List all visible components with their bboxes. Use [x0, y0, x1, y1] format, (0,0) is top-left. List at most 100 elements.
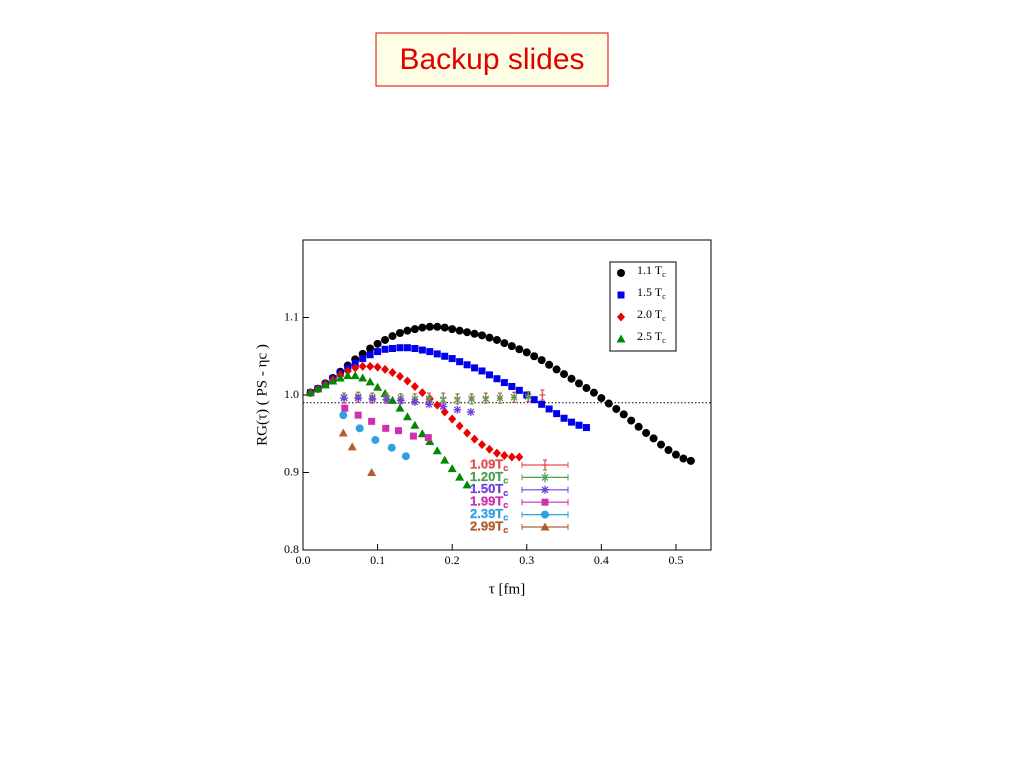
data-point: [560, 370, 569, 379]
data-point: [424, 434, 432, 442]
data-point: [402, 412, 412, 421]
data-point: [492, 335, 501, 344]
data-point: [381, 364, 390, 374]
data-point: [530, 352, 539, 361]
data-point: [328, 376, 338, 385]
data-point: [347, 442, 357, 451]
data-point: [575, 421, 583, 429]
data-point: [358, 373, 368, 382]
data-point: [441, 352, 449, 360]
legend-marker: [617, 312, 625, 322]
data-point: [359, 355, 367, 363]
data-point: [515, 345, 524, 354]
data-point: [582, 384, 591, 393]
data-point: [470, 329, 479, 338]
data-point: [485, 371, 493, 379]
data-point: [560, 414, 568, 422]
y-tick-label: 0.9: [284, 464, 299, 478]
data-point: [485, 444, 494, 454]
data-point: [582, 424, 590, 432]
data-point: [456, 358, 464, 366]
data-point: [354, 394, 363, 403]
y-tick-label: 1.1: [284, 309, 299, 323]
data-point: [545, 405, 553, 413]
legend-marker: [541, 498, 549, 506]
data-point: [366, 344, 375, 353]
data-point: [343, 366, 352, 376]
data-point: [425, 322, 434, 331]
data-point: [496, 393, 504, 404]
data-point: [657, 440, 666, 449]
data-point: [395, 403, 405, 412]
data-point: [686, 456, 695, 465]
data-point: [417, 429, 427, 438]
legend-marker: [542, 459, 548, 471]
data-point: [510, 392, 518, 403]
legend-marker: [541, 485, 549, 494]
data-point: [418, 323, 427, 332]
legend-marker: [541, 472, 549, 483]
data-point: [433, 350, 441, 358]
legend-errorbar: [521, 462, 569, 468]
data-point: [425, 400, 434, 409]
legend-errorbar: [521, 511, 569, 518]
data-point: [411, 345, 419, 352]
legend-marker: [617, 291, 625, 299]
legend-marker: [617, 269, 625, 277]
y-tick-label: 1.0: [284, 387, 299, 401]
x-axis-label: τ [fm]: [489, 581, 525, 597]
data-point: [403, 344, 411, 352]
data-point: [500, 339, 509, 348]
data-point: [373, 339, 382, 348]
data-point: [515, 452, 524, 462]
legend-label: 2.99Tc: [470, 518, 508, 535]
legend-marker: [541, 510, 549, 519]
data-point: [440, 455, 450, 464]
data-point: [604, 399, 613, 408]
x-tick-label: 0.2: [445, 553, 460, 567]
data-point: [466, 408, 475, 417]
data-point: [382, 395, 391, 404]
data-point: [589, 388, 598, 397]
y-axis-label: RG(τ) ( PS - ηc ): [254, 344, 270, 446]
data-point: [462, 480, 472, 489]
legend-errorbar: [521, 524, 569, 530]
data-point: [396, 344, 404, 352]
data-point: [500, 379, 508, 387]
data-point: [470, 434, 479, 444]
data-point: [374, 348, 382, 356]
legend-label: 2.0 Tc: [637, 307, 666, 323]
data-point: [524, 391, 532, 402]
legend-errorbar: [521, 486, 569, 493]
legend-errorbar: [521, 499, 569, 506]
title-box: [375, 32, 609, 87]
data-point: [568, 418, 576, 426]
legend-marker: [616, 334, 626, 343]
legend-label: 1.5 Tc: [637, 285, 666, 301]
data-point: [395, 329, 404, 337]
slide-title: Backup slides: [399, 43, 584, 76]
data-point: [373, 362, 382, 372]
data-point: [339, 411, 348, 420]
data-point: [463, 361, 471, 369]
data-point: [388, 395, 398, 404]
data-point: [338, 428, 348, 437]
data-point: [463, 428, 472, 438]
data-point: [354, 411, 362, 419]
data-point: [387, 443, 396, 452]
data-point: [394, 427, 402, 435]
data-point: [320, 380, 330, 389]
data-point: [313, 384, 323, 393]
data-point: [426, 348, 434, 356]
data-point: [530, 396, 538, 404]
data-point: [410, 397, 419, 406]
data-point: [671, 450, 680, 459]
legend-label: 1.1 Tc: [637, 263, 666, 279]
data-point: [409, 432, 417, 440]
legend-label: 2.39Tc: [470, 506, 508, 523]
data-point: [679, 454, 688, 463]
data-point: [597, 394, 606, 403]
data-point: [574, 379, 583, 388]
data-point: [453, 394, 461, 405]
